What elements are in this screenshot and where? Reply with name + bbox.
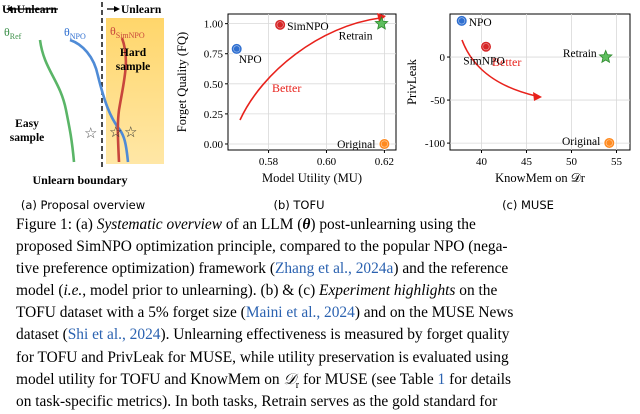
x-tick-label: 50	[566, 156, 578, 168]
caption-line-9: on task-specific metrics). In both tasks…	[16, 392, 498, 410]
x-axis-label: Model Utility (MU)	[262, 171, 362, 185]
point-original	[378, 137, 391, 150]
point-label-retrain: Retrain	[339, 31, 373, 43]
caption-line-5: TOFU dataset with a 5% forget size (Main…	[16, 304, 514, 322]
panel-a-overview: UnUnlearn Unlearn ☆ ☆ ☆ θRef θNPO θSimNP…	[2, 2, 164, 187]
point-simnpo-ring	[276, 21, 284, 29]
point-label-npo: NPO	[469, 17, 492, 29]
y-tick-label: 0.00	[204, 139, 224, 151]
x-tick-label: 40	[476, 156, 488, 168]
point-original-ring	[605, 139, 613, 147]
point-label-simnpo: SimNPO	[287, 21, 329, 33]
point-retrain-star	[598, 49, 613, 64]
caption-line-4: model (i.e., model prior to unlearning).…	[16, 282, 498, 300]
figure-caption: Figure 1: (a) Systematic overview of an …	[0, 214, 640, 413]
muse-axes: 40 45 50 55 -100 -50 0 KnowMem on 𝒟r PrivLeak	[405, 13, 631, 185]
label-theta-npo: θNPO	[64, 25, 86, 41]
tofu-axes: 0.58 0.60 0.62 0.00 0.25 0.50 0.75 1.00 Model Ut…	[175, 13, 397, 185]
header-unlearn: Unlearn	[121, 4, 162, 16]
table-ref-link[interactable]: 1	[437, 370, 446, 388]
npo-curve	[69, 38, 130, 163]
header-ununlearn: UnUnlearn	[2, 4, 58, 16]
point-label-original: Original	[562, 136, 600, 148]
point-simnpo	[274, 18, 287, 31]
point-original-ring	[380, 140, 388, 148]
point-label-retrain: Retrain	[563, 48, 597, 60]
point-npo-ring	[458, 17, 466, 25]
label-easy-sample: Easy sample	[10, 118, 45, 144]
hard-sample-star-icon-2: ☆	[124, 125, 137, 141]
better-label: Better	[492, 55, 521, 69]
better-arrow	[461, 39, 537, 97]
point-simnpo-ring	[482, 43, 490, 51]
better-arrow	[239, 17, 381, 121]
label-unlearn-boundary: Unlearn boundary	[32, 173, 127, 187]
y-tick-label: 0.50	[204, 79, 224, 91]
tofu-chart: 0.58 0.60 0.62 0.00 0.25 0.50 0.75 1.00 Model Ut…	[175, 13, 397, 185]
plot-frame	[449, 13, 631, 151]
y-tick-label: -100	[425, 138, 446, 150]
caption-line-2: proposed SimNPO optimization principle, …	[16, 238, 508, 256]
point-original	[603, 136, 616, 149]
hard-sample-region	[106, 18, 164, 164]
muse-chart: 40 45 50 55 -100 -50 0 KnowMem on 𝒟r PrivLeak Be…	[405, 13, 631, 185]
ref-curve	[38, 39, 76, 163]
caption-line-7: for TOFU and PrivLeak for MUSE, while ut…	[16, 348, 509, 366]
y-tick-label: 1.00	[204, 19, 224, 31]
point-simnpo	[480, 40, 492, 53]
citation-zhang[interactable]: Zhang et al., 2024a	[274, 260, 394, 278]
y-tick-label: 0	[440, 52, 446, 64]
x-tick-label: 0.60	[317, 156, 337, 168]
y-tick-label: 0.75	[204, 49, 224, 61]
y-axis-label: Forget Quality (FQ)	[175, 32, 189, 132]
panel-b-caption: (b) TOFU	[273, 198, 325, 212]
citation-maini[interactable]: Maini et al., 2024	[245, 304, 355, 322]
point-label-npo: NPO	[239, 54, 262, 66]
better-label: Better	[272, 81, 301, 95]
x-tick-label: 55	[611, 156, 623, 168]
x-tick-label: 45	[521, 156, 533, 168]
y-tick-label: 0.25	[204, 109, 224, 121]
caption-line-1: Figure 1: (a) Systematic overview of an …	[16, 216, 476, 233]
panel-a-caption: (a) Proposal overview	[20, 198, 146, 212]
easy-sample-star-icon: ☆	[84, 126, 97, 142]
y-tick-label: -50	[430, 95, 445, 107]
better-arrow-head	[533, 92, 542, 101]
muse-marks: Better NPO SimNPO Retrain Original	[455, 14, 616, 149]
caption-line-6: dataset (Shi et al., 2024). Unlearning e…	[16, 326, 510, 344]
point-retrain-star	[374, 16, 389, 30]
tofu-marks: Better NPO SimNPO Retrain Original	[230, 13, 391, 151]
citation-shi[interactable]: Shi et al., 2024	[67, 326, 161, 344]
point-label-original: Original	[337, 139, 375, 151]
panel-c-caption: (c) MUSE	[502, 198, 554, 212]
y-axis-label: PrivLeak	[405, 58, 419, 105]
point-npo-ring	[233, 45, 241, 53]
x-tick-label: 0.62	[375, 156, 394, 168]
label-theta-ref: θRef	[4, 25, 22, 41]
x-axis-label: KnowMem on 𝒟r	[495, 171, 586, 185]
caption-line-8: model utility for TOFU and KnowMem on 𝒟r…	[16, 370, 512, 391]
point-npo	[230, 42, 243, 55]
plot-frame	[227, 13, 397, 151]
simnpo-curve	[116, 37, 128, 163]
point-label-simnpo: SimNPO	[463, 56, 505, 68]
point-npo	[455, 14, 468, 27]
x-tick-label: 0.58	[259, 156, 279, 168]
hard-sample-star-icon-1: ☆	[109, 125, 122, 141]
caption-line-3: tive preference optimization) framework …	[16, 260, 509, 278]
